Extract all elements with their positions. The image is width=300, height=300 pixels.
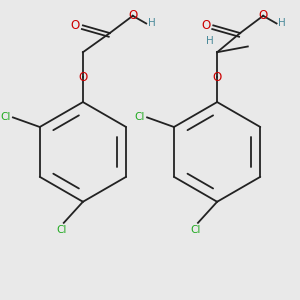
Text: O: O <box>128 9 137 22</box>
Text: H: H <box>148 19 156 28</box>
Text: Cl: Cl <box>191 225 201 235</box>
Text: O: O <box>212 70 222 84</box>
Text: Cl: Cl <box>1 112 11 122</box>
Text: O: O <box>259 9 268 22</box>
Text: H: H <box>278 19 286 28</box>
Text: Cl: Cl <box>135 112 145 122</box>
Text: O: O <box>78 70 88 84</box>
Text: O: O <box>201 19 210 32</box>
Text: H: H <box>206 37 213 46</box>
Text: Cl: Cl <box>57 225 67 235</box>
Text: O: O <box>71 19 80 32</box>
